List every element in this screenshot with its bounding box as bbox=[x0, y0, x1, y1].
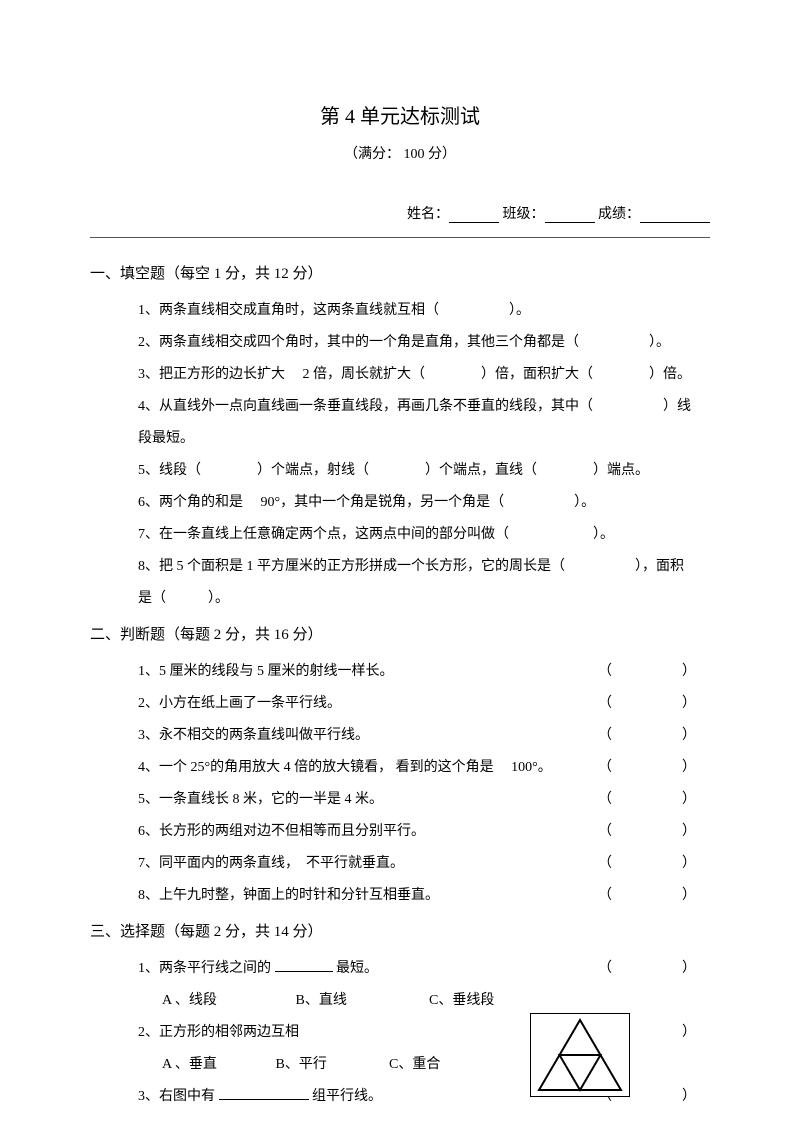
s2-q4-text: 4、一个 25°的角用放大 4 倍的放大镜看， 看到的这个角是 100°。 bbox=[138, 760, 552, 775]
s2-q6: 6、长方形的两组对边不但相等而且分别平行。 （ ） bbox=[138, 818, 710, 846]
s3-q1-optB: B、直线 bbox=[296, 987, 426, 1015]
s3-q3-tail: 组平行线。 bbox=[309, 1089, 383, 1104]
s2-q8: 8、上午九时整，钟面上的时针和分针互相垂直。 （ ） bbox=[138, 882, 710, 910]
s1-q8b: 是（ ）。 bbox=[138, 585, 710, 613]
s2-q5: 5、一条直线长 8 米，它的一半是 4 米。 （ ） bbox=[138, 786, 710, 814]
s3-q1-optC: C、垂线段 bbox=[429, 987, 559, 1015]
section2-header: 二、判断题（每题 2 分，共 16 分） bbox=[90, 623, 710, 644]
s1-q3: 3、把正方形的边长扩大 2 倍，周长就扩大（ ）倍，面积扩大（ ）倍。 bbox=[138, 361, 710, 389]
s2-q8-text: 8、上午九时整，钟面上的时针和分针互相垂直。 bbox=[138, 888, 439, 903]
s2-q5-paren: （ ） bbox=[598, 786, 710, 814]
class-label: 班级： bbox=[503, 207, 545, 222]
s2-q1-paren: （ ） bbox=[598, 658, 710, 686]
section2-questions: 1、5 厘米的线段与 5 厘米的射线一样长。 （ ） 2、小方在纸上画了一条平行线… bbox=[90, 658, 710, 910]
triangle-figure bbox=[530, 1013, 630, 1097]
section3-header: 三、选择题（每题 2 分，共 14 分） bbox=[90, 920, 710, 941]
name-blank bbox=[449, 207, 499, 223]
s2-q7: 7、同平面内的两条直线， 不平行就垂直。 （ ） bbox=[138, 850, 710, 878]
s3-q3-blank bbox=[219, 1086, 309, 1100]
s1-q4a: 4、从直线外一点向直线画一条垂直线段，再画几条不垂直的线段，其中（ ）线 bbox=[138, 393, 710, 421]
s2-q2-paren: （ ） bbox=[598, 690, 710, 718]
s2-q7-paren: （ ） bbox=[598, 850, 710, 878]
section1-header: 一、填空题（每空 1 分，共 12 分） bbox=[90, 262, 710, 283]
s3-q1-options: A 、线段 B、直线 C、垂线段 bbox=[138, 987, 710, 1015]
s2-q6-paren: （ ） bbox=[598, 818, 710, 846]
s3-q1: 1、两条平行线之间的 最短。 （ ） bbox=[138, 955, 710, 983]
full-score: （满分： 100 分） bbox=[90, 143, 710, 163]
s2-q3-paren: （ ） bbox=[598, 722, 710, 750]
s3-q1-optA: A 、线段 bbox=[162, 987, 292, 1015]
s1-q1: 1、两条直线相交成直角时，这两条直线就互相（ ）。 bbox=[138, 297, 710, 325]
class-blank bbox=[545, 207, 595, 223]
s3-q2-optB: B、平行 bbox=[276, 1051, 386, 1079]
s2-q3-text: 3、永不相交的两条直线叫做平行线。 bbox=[138, 728, 369, 743]
s1-q2: 2、两条直线相交成四个角时，其中的一个角是直角，其他三个角都是（ ）。 bbox=[138, 329, 710, 357]
s3-q2-q3-wrap: 2、正方形的相邻两边互相 （ ） A 、垂直 B、平行 C、重合 3、右图中有 … bbox=[138, 1019, 710, 1111]
s3-q2-optC: C、重合 bbox=[389, 1051, 499, 1079]
s1-q7: 7、在一条直线上任意确定两个点，这两点中间的部分叫做（ ）。 bbox=[138, 521, 710, 549]
s2-q3: 3、永不相交的两条直线叫做平行线。 （ ） bbox=[138, 722, 710, 750]
s2-q4: 4、一个 25°的角用放大 4 倍的放大镜看， 看到的这个角是 100°。 （ ） bbox=[138, 754, 710, 782]
s3-q2-optA: A 、垂直 bbox=[162, 1051, 272, 1079]
page-title: 第 4 单元达标测试 bbox=[90, 100, 710, 129]
s1-q4b: 段最短。 bbox=[138, 425, 710, 453]
score-label: 成绩： bbox=[598, 207, 640, 222]
s3-q1-tail: 最短。 bbox=[333, 961, 379, 976]
s1-q6: 6、两个角的和是 90°，其中一个角是锐角，另一个角是（ ）。 bbox=[138, 489, 710, 517]
triangle-group bbox=[539, 1020, 621, 1090]
s2-q5-text: 5、一条直线长 8 米，它的一半是 4 米。 bbox=[138, 792, 383, 807]
s2-q6-text: 6、长方形的两组对边不但相等而且分别平行。 bbox=[138, 824, 425, 839]
s1-q5: 5、线段（ ）个端点，射线（ ）个端点，直线（ ）端点。 bbox=[138, 457, 710, 485]
section3-questions: 1、两条平行线之间的 最短。 （ ） A 、线段 B、直线 C、垂线段 2、正方… bbox=[90, 955, 710, 1111]
student-info-line: 姓名： 班级： 成绩： bbox=[90, 203, 710, 223]
s3-q1-blank bbox=[275, 958, 333, 972]
s3-q2-text: 2、正方形的相邻两边互相 bbox=[138, 1025, 299, 1040]
s3-q1-text: 1、两条平行线之间的 bbox=[138, 961, 275, 976]
s2-q8-paren: （ ） bbox=[598, 882, 710, 910]
s2-q7-text: 7、同平面内的两条直线， 不平行就垂直。 bbox=[138, 856, 404, 871]
s1-q8a: 8、把 5 个面积是 1 平方厘米的正方形拼成一个长方形，它的周长是（ ），面积 bbox=[138, 553, 710, 581]
s3-q1-paren: （ ） bbox=[598, 955, 710, 983]
divider bbox=[90, 237, 710, 238]
s2-q2: 2、小方在纸上画了一条平行线。 （ ） bbox=[138, 690, 710, 718]
s2-q1-text: 1、5 厘米的线段与 5 厘米的射线一样长。 bbox=[138, 664, 394, 679]
section1-questions: 1、两条直线相交成直角时，这两条直线就互相（ ）。 2、两条直线相交成四个角时，… bbox=[90, 297, 710, 613]
s3-q3-text: 3、右图中有 bbox=[138, 1089, 219, 1104]
s2-q4-paren: （ ） bbox=[598, 754, 710, 782]
s2-q1: 1、5 厘米的线段与 5 厘米的射线一样长。 （ ） bbox=[138, 658, 710, 686]
s2-q2-text: 2、小方在纸上画了一条平行线。 bbox=[138, 696, 341, 711]
score-blank bbox=[640, 207, 710, 223]
name-label: 姓名： bbox=[407, 207, 449, 222]
